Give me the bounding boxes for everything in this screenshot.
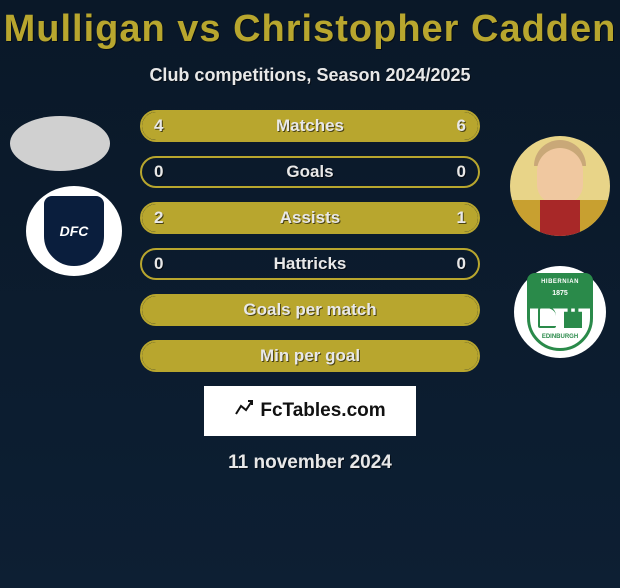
stat-value-right: 6 (457, 116, 466, 136)
stat-row: Goals per match (140, 294, 480, 326)
stat-value-left: 2 (154, 208, 163, 228)
site-name: FcTables.com (260, 400, 385, 422)
stat-row: 0 0 Goals (140, 156, 480, 188)
stat-row: 0 0 Hattricks (140, 248, 480, 280)
stat-label: Assists (280, 208, 340, 228)
site-logo-icon (234, 398, 254, 424)
stat-value-right: 1 (457, 208, 466, 228)
stat-label: Goals per match (243, 300, 376, 320)
stat-label: Min per goal (260, 346, 360, 366)
stat-value-left: 0 (154, 254, 163, 274)
stat-row: 2 1 Assists (140, 202, 480, 234)
stat-value-right: 0 (457, 162, 466, 182)
stat-value-left: 4 (154, 116, 163, 136)
stat-label: Goals (286, 162, 333, 182)
stat-label: Matches (276, 116, 344, 136)
stat-row: Min per goal (140, 340, 480, 372)
stat-row: 4 6 Matches (140, 110, 480, 142)
page-title: Mulligan vs Christopher Cadden (0, 8, 620, 51)
site-badge[interactable]: FcTables.com (204, 386, 416, 436)
subtitle: Club competitions, Season 2024/2025 (0, 65, 620, 86)
stat-value-left: 0 (154, 162, 163, 182)
stats-container: 4 6 Matches 0 0 Goals 2 1 Assists 0 0 Hattricks Goal… (0, 110, 620, 474)
date-line: 11 november 2024 (0, 452, 620, 474)
stat-value-right: 0 (457, 254, 466, 274)
stat-label: Hattricks (274, 254, 347, 274)
